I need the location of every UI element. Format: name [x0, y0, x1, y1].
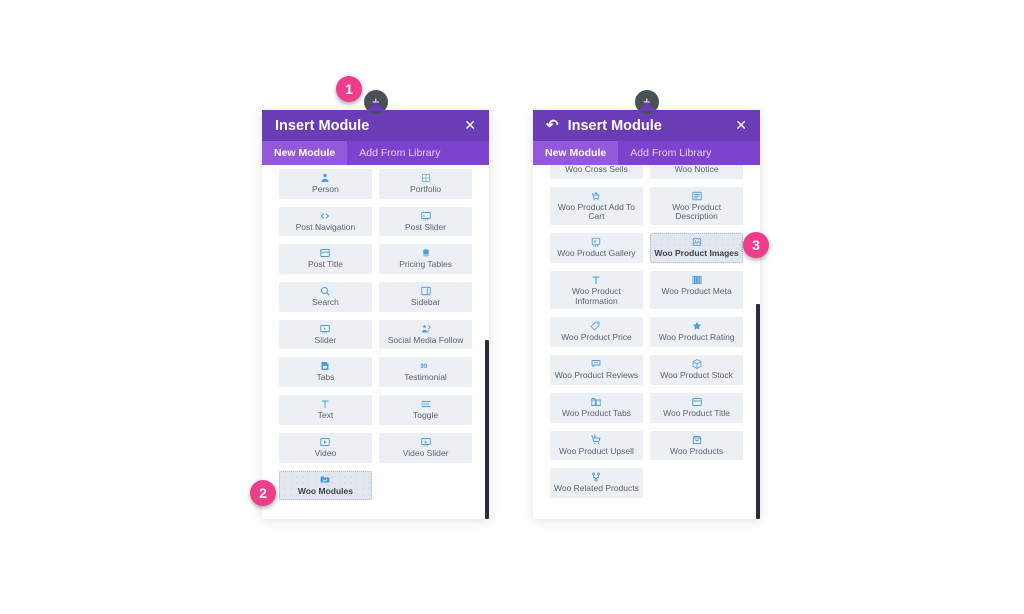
svg-text:99: 99: [420, 364, 427, 370]
